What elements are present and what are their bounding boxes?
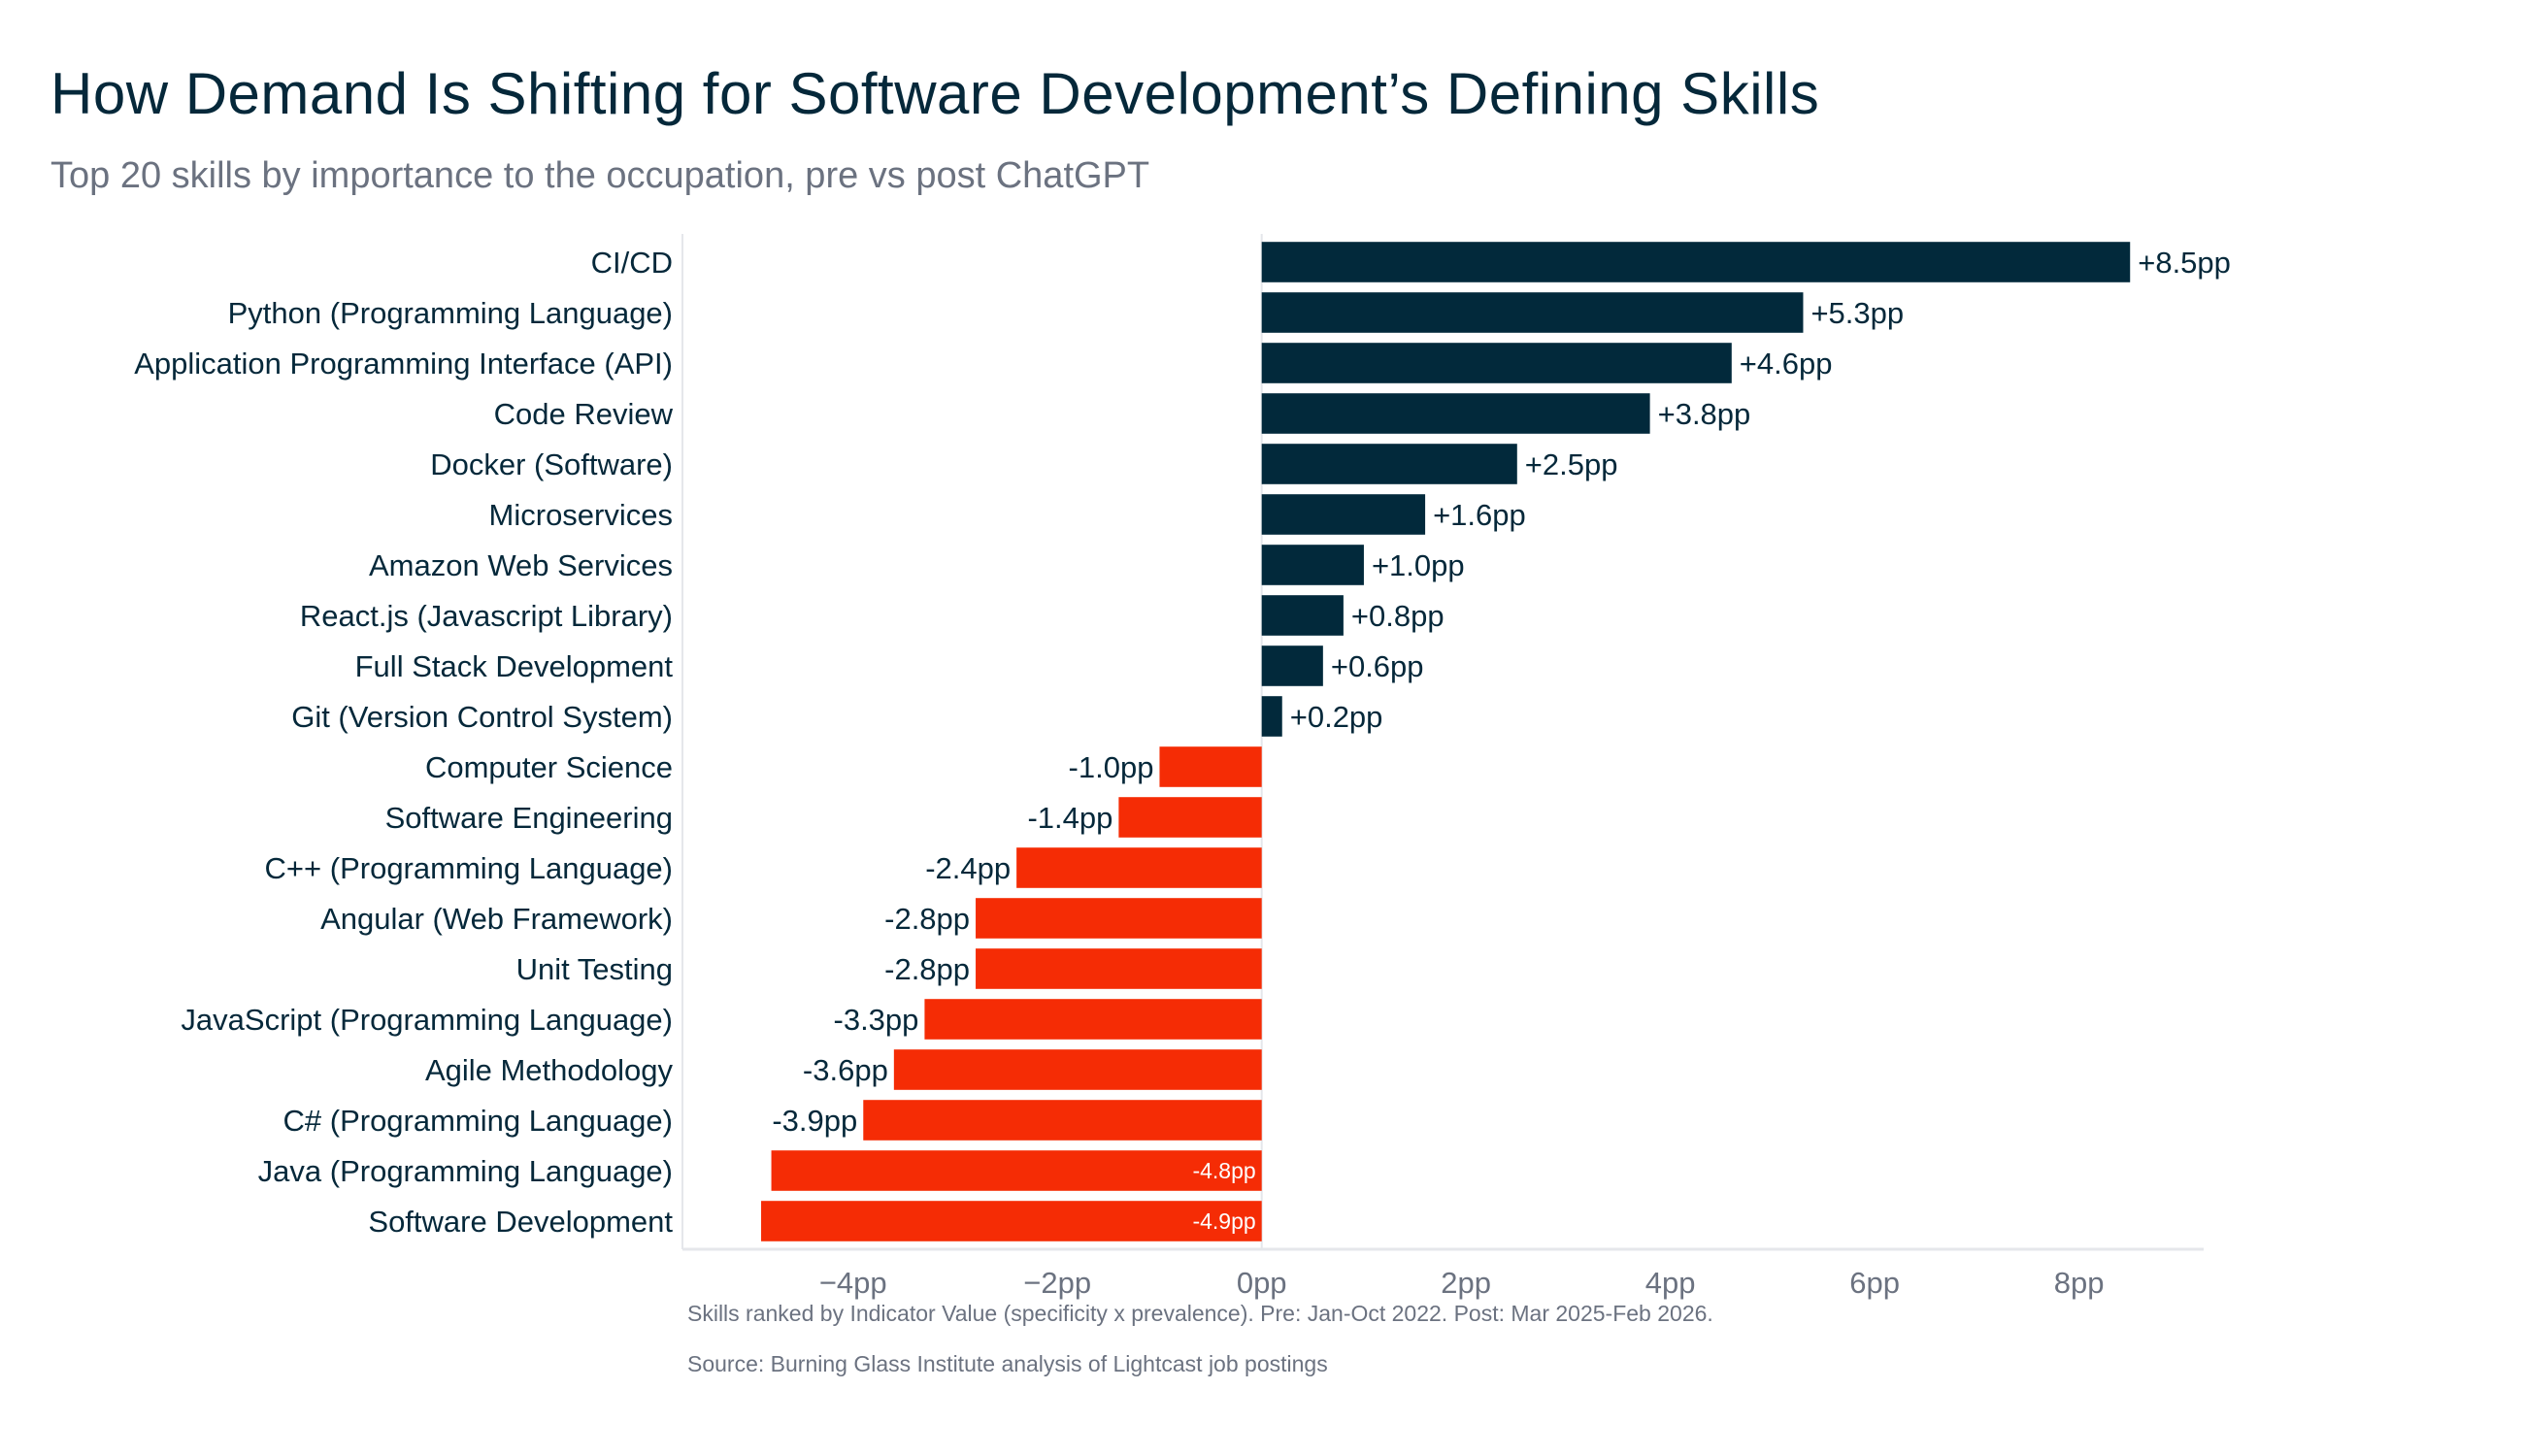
bar [1016,847,1262,888]
chart-title: How Demand Is Shifting for Software Deve… [50,61,1820,126]
data-label: +3.8pp [1658,397,1751,431]
bar [1261,444,1517,484]
bar [976,898,1262,939]
category-label: Amazon Web Services [369,548,673,582]
bar [1261,595,1344,636]
category-label: Software Development [368,1205,673,1239]
x-tick-label: 8pp [2054,1266,2105,1300]
data-label: +4.6pp [1740,347,1833,381]
x-tick-label: 6pp [1849,1266,1900,1300]
category-label: Microservices [489,498,673,532]
category-label: JavaScript (Programming Language) [181,1003,673,1037]
source-note: Source: Burning Glass Institute analysis… [687,1351,1328,1376]
category-label: Docker (Software) [430,447,673,481]
data-label: -3.3pp [834,1003,919,1037]
category-label: Unit Testing [516,952,673,986]
data-label: -3.9pp [772,1104,857,1138]
bar [1261,393,1650,434]
category-label: Java (Programming Language) [258,1154,673,1188]
bar [1261,494,1426,535]
bar [976,948,1262,989]
data-label: -4.9pp [1192,1208,1255,1234]
data-label: +1.0pp [1372,548,1465,582]
data-label: -2.4pp [925,851,1011,885]
bar [1261,696,1282,737]
method-note: Skills ranked by Indicator Value (specif… [687,1301,1713,1326]
bar [1261,242,2131,282]
bar [1261,343,1732,383]
category-label: C# (Programming Language) [283,1104,674,1138]
category-label: Application Programming Interface (API) [134,347,673,381]
bar [863,1100,1262,1141]
chart-subtitle: Top 20 skills by importance to the occup… [50,155,1150,196]
bar [1261,545,1364,585]
bar [1261,292,1804,333]
x-tick-label: 4pp [1645,1266,1696,1300]
x-tick-label: 2pp [1441,1266,1491,1300]
category-label: Python (Programming Language) [228,296,673,330]
bar [761,1201,1262,1241]
category-label: C++ (Programming Language) [265,851,673,885]
category-label: React.js (Javascript Library) [300,599,673,633]
data-label: -2.8pp [884,952,970,986]
x-tick-label: −4pp [819,1266,887,1300]
data-label: +5.3pp [1810,296,1904,330]
category-label: CI/CD [591,246,673,280]
bar [893,1049,1262,1090]
data-label: -2.8pp [884,902,970,936]
category-label: Git (Version Control System) [291,700,673,734]
bar [924,999,1262,1040]
category-label: Full Stack Development [355,649,674,683]
data-label: -1.4pp [1027,801,1113,835]
data-label: +8.5pp [2138,246,2231,280]
category-label: Software Engineering [385,801,673,835]
data-label: -3.6pp [803,1053,888,1087]
data-label: -4.8pp [1192,1158,1255,1183]
data-label: +0.6pp [1331,649,1424,683]
bar [1159,746,1262,787]
x-tick-label: 0pp [1237,1266,1287,1300]
category-label: Code Review [494,397,674,431]
data-label: +1.6pp [1433,498,1526,532]
category-label: Computer Science [425,750,673,784]
bar [1118,797,1262,838]
data-label: +2.5pp [1525,447,1618,481]
data-label: +0.8pp [1351,599,1445,633]
category-label: Agile Methodology [425,1053,674,1087]
category-label: Angular (Web Framework) [320,902,673,936]
bar [1261,645,1323,686]
x-tick-label: −2pp [1023,1266,1091,1300]
bar [771,1150,1262,1191]
data-label: +0.2pp [1290,700,1383,734]
data-label: -1.0pp [1069,750,1154,784]
